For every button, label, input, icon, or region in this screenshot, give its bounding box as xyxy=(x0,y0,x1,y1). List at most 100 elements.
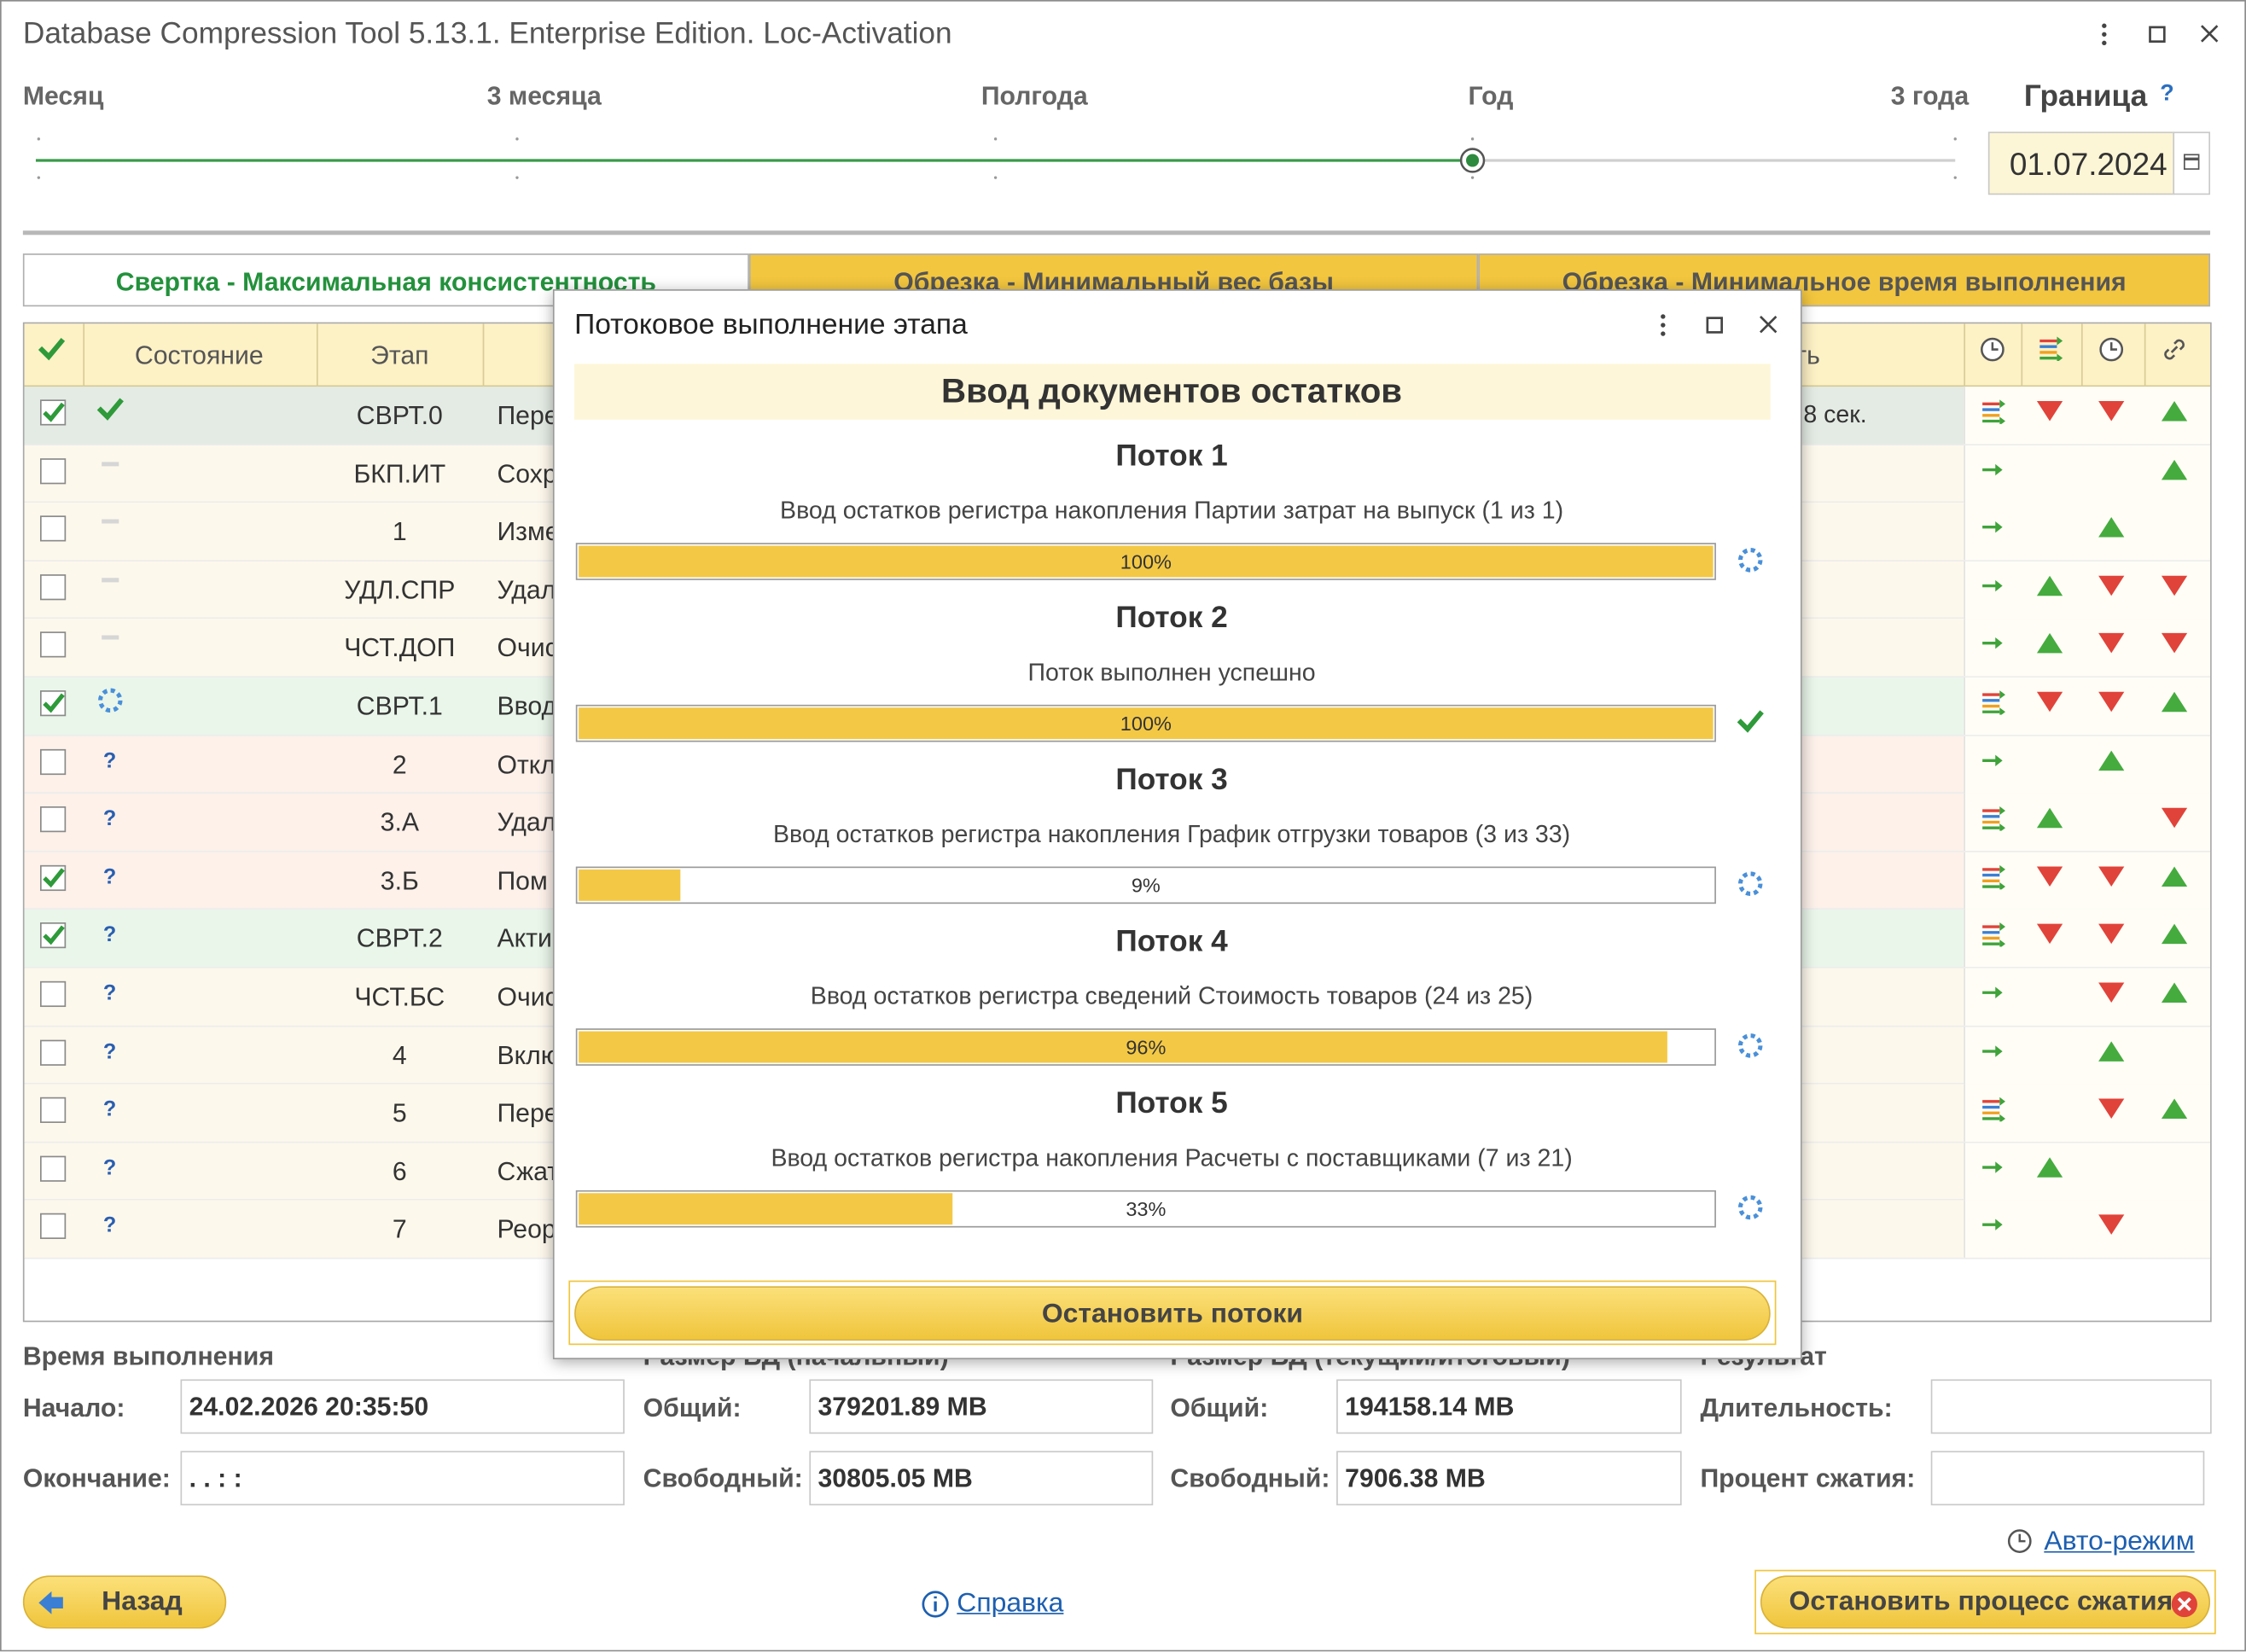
row-indicator xyxy=(2097,515,2128,546)
field-label: Длительность: xyxy=(1700,1389,1892,1427)
boundary-help[interactable]: ? xyxy=(2160,76,2173,113)
row-name: Очис xyxy=(497,630,557,667)
row-name: Удал xyxy=(497,571,556,608)
thread-description: Ввод остатков регистра накопления Расчет… xyxy=(599,1140,1745,1178)
row-name: Вклю xyxy=(497,1037,560,1074)
row-indicator xyxy=(2160,631,2191,662)
row-indicator xyxy=(2097,922,2128,953)
date-field[interactable]: 01.07.2024 xyxy=(1988,131,2174,195)
row-name: Пере xyxy=(497,1095,558,1132)
dialog-heading: Ввод документов остатков xyxy=(599,374,1745,411)
row-name: Удал xyxy=(497,804,556,841)
row-name: Пере xyxy=(497,397,558,434)
header-icon xyxy=(2035,335,2067,367)
thread-description: Ввод остатков регистра накопления График… xyxy=(599,817,1745,854)
thread-description: Поток выполнен успешно xyxy=(599,654,1745,692)
text-field[interactable]: 30805.05 MB xyxy=(809,1451,1153,1505)
progress-track: 9% xyxy=(576,867,1716,905)
period-label: Месяц xyxy=(23,78,104,115)
row-indicator xyxy=(1978,1096,2010,1127)
row-indicator xyxy=(1978,806,2010,837)
row-indicator xyxy=(2160,806,2191,837)
auto-mode-link[interactable]: Авто-режим xyxy=(2044,1524,2194,1562)
period-label: 3 года xyxy=(1891,78,1969,115)
field-label: Свободный: xyxy=(1170,1459,1330,1497)
dialog-controls[interactable] xyxy=(1643,305,1786,346)
row-indicator xyxy=(2097,747,2128,779)
back-button[interactable]: Назад xyxy=(23,1575,226,1628)
row-indicator xyxy=(1978,515,2010,546)
window-title: Database Compression Tool 5.13.1. Enterp… xyxy=(23,15,952,53)
header-icon xyxy=(2097,335,2128,367)
row-duration: 8 сек. xyxy=(1803,397,1866,434)
row-indicator xyxy=(1978,747,2010,779)
row-indicator xyxy=(1978,1213,2010,1244)
auto-mode-icon xyxy=(2005,1527,2037,1558)
row-indicator xyxy=(1978,864,2010,895)
stop-label: Остановить процесс сжатия xyxy=(1789,1584,2173,1621)
row-name: Акти xyxy=(497,920,551,957)
header-divider xyxy=(2081,323,2083,387)
stop-threads-button[interactable]: Остановить потоки xyxy=(574,1286,1771,1341)
progress-label: 100% xyxy=(577,544,1714,579)
thread-dialog: Потоковое выполнение этапаВвод документо… xyxy=(553,289,1802,1359)
text-field[interactable]: 194158.14 MB xyxy=(1336,1379,1682,1434)
row-indicator xyxy=(1978,689,2010,720)
row-indicator xyxy=(1978,922,2010,953)
header-divider xyxy=(1964,323,1965,387)
text-field[interactable]: . . : : xyxy=(180,1451,624,1505)
boundary-label: Граница xyxy=(2024,79,2147,116)
thread-status-icon xyxy=(1736,870,1767,901)
row-indicator xyxy=(2035,922,2067,953)
row-indicator xyxy=(2097,631,2128,662)
progress-label: 33% xyxy=(577,1192,1714,1226)
row-indicator xyxy=(2160,398,2191,430)
row-name: Сохр xyxy=(497,455,556,492)
row-indicator xyxy=(2035,398,2067,430)
calendar-button[interactable] xyxy=(2173,131,2210,195)
row-indicator xyxy=(1978,1155,2010,1186)
stop-icon xyxy=(2168,1589,2200,1620)
thread-name: Поток 1 xyxy=(599,439,1745,476)
text-field[interactable]: 379201.89 MB xyxy=(809,1379,1153,1434)
field-label: Процент сжатия: xyxy=(1700,1459,1915,1497)
thread-status-icon xyxy=(1736,707,1767,739)
progress-label: 9% xyxy=(577,868,1714,902)
row-indicator xyxy=(2160,864,2191,895)
text-field[interactable] xyxy=(1931,1379,2212,1434)
field-label: Свободный: xyxy=(643,1459,803,1497)
header-divider xyxy=(2144,323,2146,387)
row-indicator xyxy=(2160,689,2191,720)
text-field[interactable]: 7906.38 MB xyxy=(1336,1451,1682,1505)
row-indicator xyxy=(2035,631,2067,662)
row-name: Пом xyxy=(497,862,547,899)
row-indicator xyxy=(2035,864,2067,895)
period-label: 3 месяца xyxy=(487,78,602,115)
row-name: Сжат xyxy=(497,1153,559,1190)
header-icon xyxy=(1978,335,2010,367)
help-link[interactable]: Справка xyxy=(957,1585,1063,1623)
row-name: Ввод xyxy=(497,688,556,725)
field-label: Общий: xyxy=(643,1389,742,1427)
row-indicator xyxy=(1978,457,2010,488)
row-indicator xyxy=(2097,573,2128,604)
row-indicator xyxy=(2035,573,2067,604)
row-name: Реор xyxy=(497,1211,556,1248)
period-slider[interactable] xyxy=(29,129,1963,186)
row-indicator xyxy=(1978,631,2010,662)
text-field[interactable] xyxy=(1931,1451,2205,1505)
stop-button[interactable]: Остановить процесс сжатия xyxy=(1760,1575,2210,1628)
header-icon xyxy=(2160,335,2191,367)
row-name: Откл xyxy=(497,746,556,783)
progress-track: 100% xyxy=(576,543,1716,580)
text-field[interactable]: 24.02.2026 20:35:50 xyxy=(180,1379,624,1434)
window-controls[interactable] xyxy=(2084,15,2227,55)
field-label: Начало: xyxy=(23,1389,125,1427)
info-icon xyxy=(920,1589,951,1620)
row-indicator xyxy=(2160,922,2191,953)
field-label: Окончание: xyxy=(23,1459,171,1497)
row-indicator xyxy=(2097,398,2128,430)
field-label: Общий: xyxy=(1170,1389,1268,1427)
progress-label: 96% xyxy=(577,1030,1714,1064)
